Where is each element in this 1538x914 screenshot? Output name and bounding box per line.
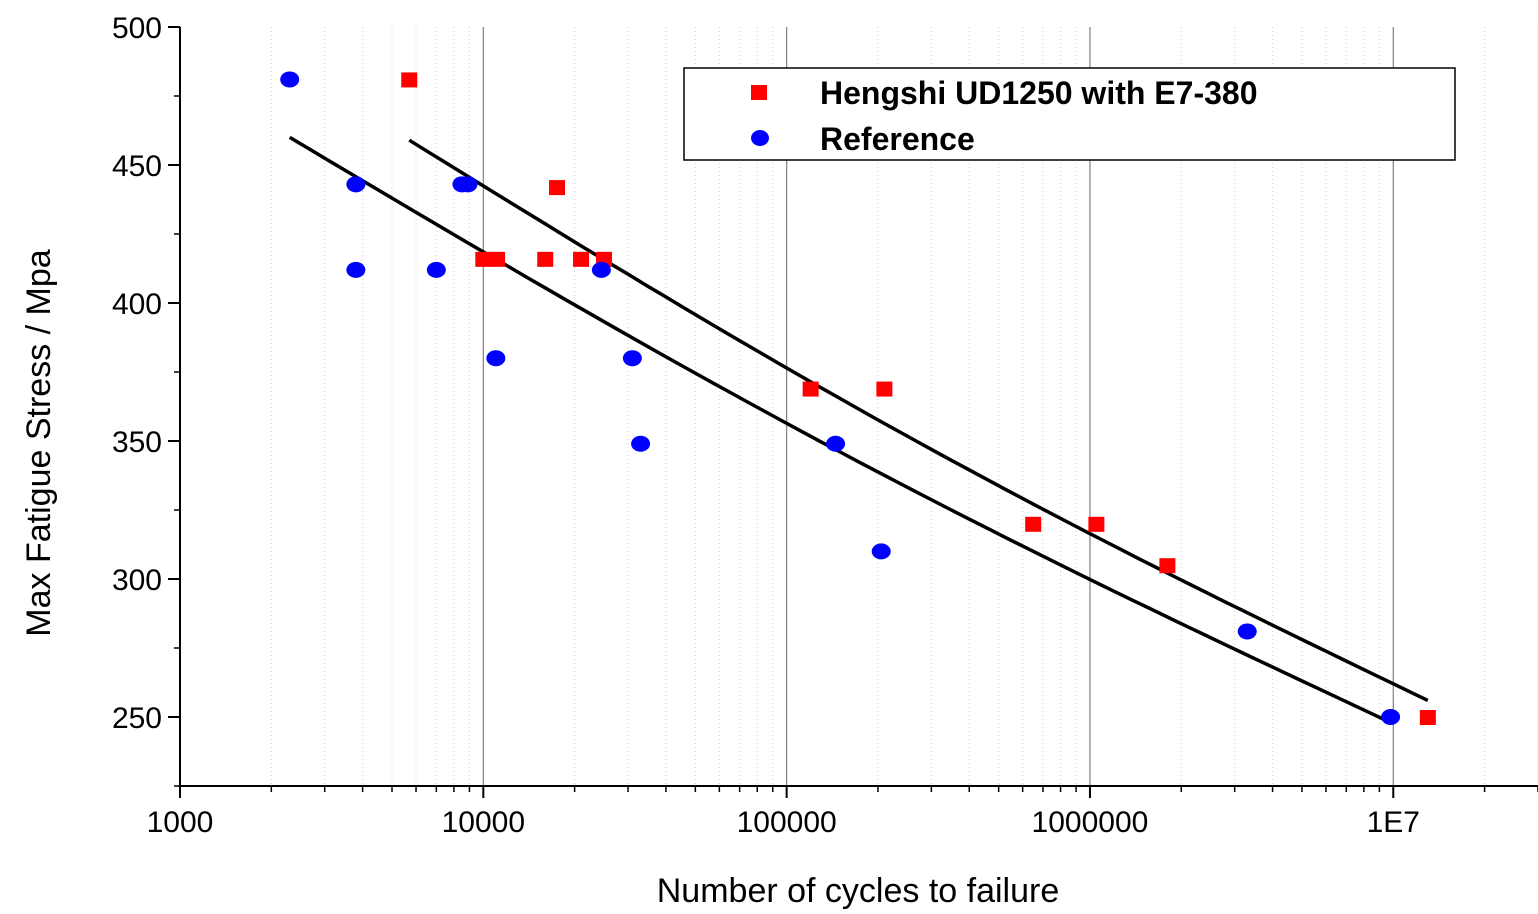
y-tick-label: 450 [112,150,162,183]
y-tick-label: 350 [112,426,162,459]
data-point-square [1025,516,1042,532]
legend-box [683,67,1456,161]
legend-marker-series-2 [751,130,769,146]
data-point-square [489,251,506,267]
x-tick-label: 1000000 [1032,806,1149,839]
legend-label-series-2: Reference [820,121,975,157]
fit-lines [288,135,1429,725]
data-point-square [537,251,554,267]
x-axis-title: Number of cycles to failure [657,872,1060,910]
data-point-circle [631,435,651,452]
data-point-circle [826,435,846,452]
x-tick-label: 1000 [147,806,214,839]
x-tick-label: 1E7 [1367,806,1420,839]
data-point-circle [346,176,366,193]
data-point-square [1419,710,1436,725]
data-point-circle [622,350,642,367]
y-tick-label: 500 [112,12,162,45]
data-points [280,71,1436,725]
data-point-square [1088,516,1105,532]
y-axis-title: Max Fatigue Stress / Mpa [20,249,58,636]
data-point-circle [486,350,506,367]
data-point-circle [346,261,366,278]
data-point-square [401,72,418,88]
data-point-square [475,251,492,267]
fit-line-series-1 [408,138,1429,702]
data-point-circle [458,176,478,193]
data-point-circle [591,261,611,278]
grid [270,27,1538,786]
legend-label-series-1: Hengshi UD1250 with E7-380 [820,75,1257,111]
data-point-square [802,381,819,397]
data-point-square [549,180,566,196]
legend-marker-series-1 [751,85,767,100]
y-tick-label: 300 [112,564,162,597]
data-point-circle [1237,623,1257,640]
legend: Hengshi UD1250 with E7-380 Reference [683,67,1456,161]
data-point-circle [871,543,891,560]
axes: 250 300 350 400 450 500 1000 10000 100000 1000000… [112,12,1538,839]
x-tick-label: 100000 [737,806,837,839]
data-point-circle [1381,709,1401,725]
y-tick-label: 400 [112,288,162,321]
data-point-square [876,381,893,397]
data-point-square [573,251,590,267]
fit-line-series-2 [288,135,1392,725]
x-tick-label: 10000 [442,806,525,839]
data-point-circle [280,71,300,88]
y-tick-label: 250 [112,702,162,735]
data-point-square [1159,558,1176,574]
data-point-circle [426,261,446,278]
